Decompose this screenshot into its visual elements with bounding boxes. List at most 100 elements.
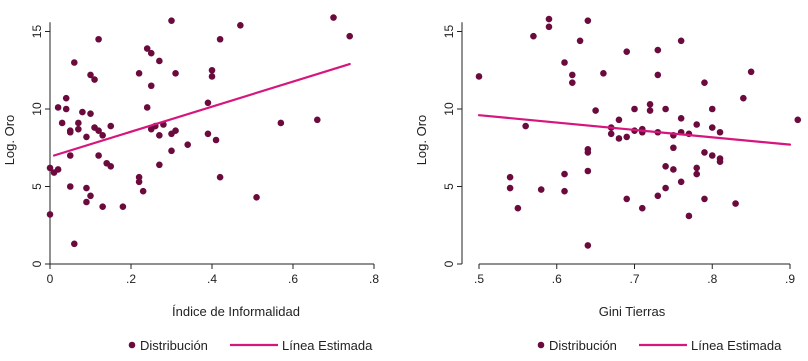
data-point: [79, 108, 86, 116]
data-point: [212, 136, 220, 144]
legend-label-distribution: Distribución: [140, 338, 208, 353]
data-point: [569, 71, 576, 79]
data-point: [58, 119, 66, 127]
data-point: [95, 152, 102, 159]
data-point: [277, 119, 285, 127]
data-point: [584, 242, 592, 249]
data-point: [615, 116, 623, 124]
data-point: [135, 173, 143, 181]
data-point: [62, 94, 70, 102]
data-point: [156, 57, 163, 65]
data-point: [95, 35, 102, 43]
data-point: [646, 101, 654, 108]
data-point: [99, 132, 106, 139]
data-point: [87, 71, 94, 79]
data-point: [662, 105, 669, 113]
x-tick-label: .4: [207, 272, 217, 286]
data-point: [46, 164, 54, 172]
data-point: [514, 204, 522, 212]
data-point: [237, 22, 244, 29]
data-point: [253, 194, 260, 201]
data-point: [62, 105, 70, 113]
data-point: [216, 173, 224, 181]
data-point: [677, 178, 685, 186]
data-point: [747, 68, 755, 76]
y-tick-label: 10: [442, 102, 456, 116]
data-point: [670, 166, 677, 173]
y-tick-label: 0: [442, 260, 456, 267]
data-point: [66, 152, 74, 159]
data-point: [545, 23, 553, 31]
data-point: [95, 127, 102, 134]
data-point: [330, 14, 337, 21]
data-point: [119, 203, 127, 210]
data-point: [569, 79, 576, 86]
data-point: [794, 116, 802, 124]
data-point: [71, 59, 78, 66]
data-point: [576, 37, 584, 45]
data-point: [208, 73, 216, 80]
data-point: [66, 183, 74, 190]
data-point: [537, 186, 545, 193]
data-point: [83, 133, 90, 141]
data-point: [654, 71, 662, 79]
data-point: [716, 128, 724, 136]
legend-label-fit: Línea Estimada: [282, 338, 373, 353]
data-point: [204, 130, 212, 138]
scatter-panel-2: 0 5 10 15 .5 .6 .7 .8 .9 Log. Oro Gini Tierras Dist…: [414, 15, 802, 353]
y-tick-label: 5: [30, 183, 44, 190]
data-point: [156, 132, 163, 139]
data-point: [156, 161, 163, 169]
data-point: [71, 240, 78, 248]
x-tick-label: .5: [474, 272, 484, 286]
data-point: [522, 122, 529, 130]
data-point: [693, 164, 700, 172]
y-axis-title: Log. Oro: [2, 115, 17, 166]
x-tick-label: 0: [47, 272, 54, 286]
legend: Distribución Línea Estimada: [537, 338, 782, 353]
data-point: [135, 70, 143, 77]
data-point: [346, 32, 354, 40]
data-point: [54, 166, 62, 173]
data-point: [708, 124, 716, 131]
data-point: [584, 149, 592, 156]
data-point: [646, 107, 654, 114]
y-tick-label: 5: [442, 183, 456, 190]
data-point: [91, 76, 98, 83]
y-axis-title: Log. Oro: [414, 115, 429, 166]
data-point: [615, 135, 623, 142]
x-tick-label: .8: [369, 272, 379, 286]
data-point: [139, 187, 147, 195]
data-point: [135, 178, 143, 186]
fit-line: [52, 62, 351, 157]
legend: Distribución Línea Estimada: [128, 338, 373, 353]
data-point: [83, 184, 90, 192]
data-point: [561, 170, 568, 178]
x-tick-label: .2: [126, 272, 136, 286]
data-point: [506, 173, 514, 181]
data-point: [701, 149, 708, 156]
data-point: [87, 192, 94, 200]
data-point: [506, 184, 514, 192]
data-point: [75, 119, 82, 127]
y-tick-label: 15: [442, 25, 456, 39]
data-point: [623, 133, 631, 141]
data-point: [143, 45, 151, 52]
data-point: [168, 17, 175, 24]
data-point: [623, 195, 631, 203]
data-point: [107, 163, 115, 170]
data-point: [600, 70, 607, 77]
fit-line: [477, 114, 792, 146]
data-point: [654, 46, 662, 54]
data-point: [143, 104, 151, 111]
data-point: [638, 204, 646, 212]
data-point: [677, 37, 685, 45]
data-point: [475, 73, 483, 80]
legend-marker-points: [537, 341, 545, 349]
y-tick-label: 15: [30, 25, 44, 39]
data-point: [314, 116, 321, 124]
data-point: [75, 125, 82, 133]
data-point: [208, 66, 216, 74]
data-point: [693, 170, 700, 178]
